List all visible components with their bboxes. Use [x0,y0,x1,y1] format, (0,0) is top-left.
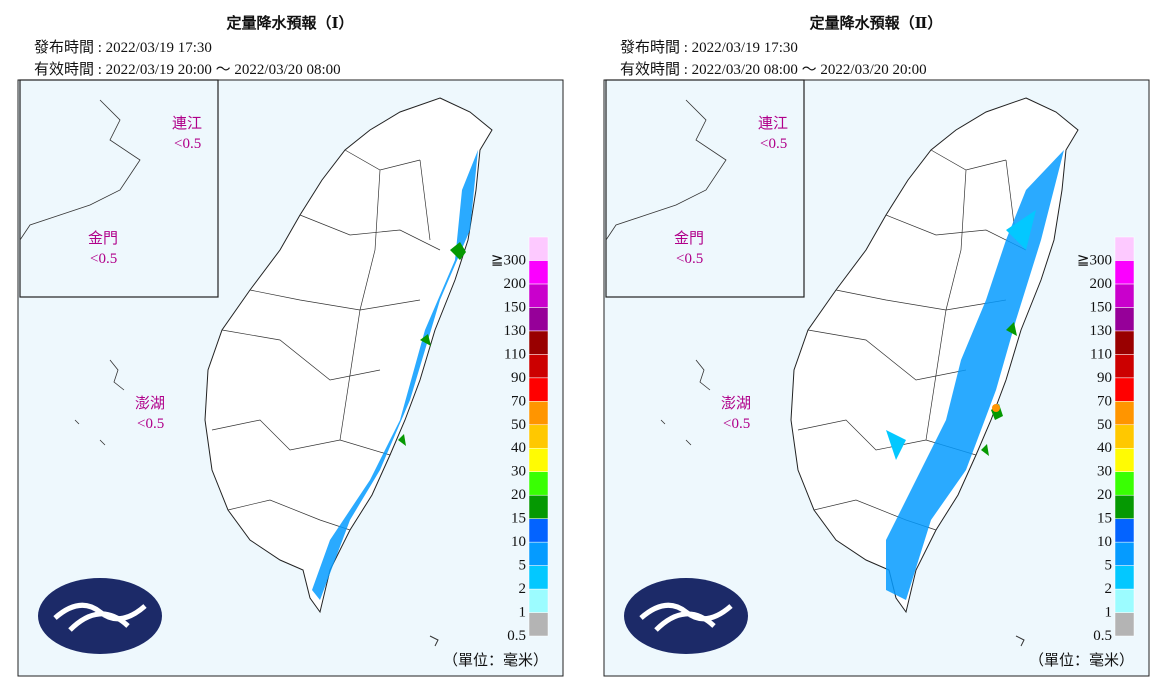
legend-swatch [528,447,549,472]
legend-swatch [1114,612,1135,637]
legend-label: 2 [1105,581,1113,597]
legend-swatch [528,330,549,355]
legend-label: 15 [1097,511,1112,527]
legend-label: 150 [1090,299,1113,315]
legend-label: 70 [1097,393,1112,409]
legend-label: 5 [1105,558,1113,574]
legend-label: 50 [511,417,526,433]
legend-swatch [1114,424,1135,449]
legend-swatch [528,236,549,261]
legend-swatch [528,424,549,449]
legend-swatch [528,471,549,496]
legend-label: 1 [519,605,527,621]
island-name: 連江 [172,115,202,132]
legend-swatch [528,565,549,590]
island-name: 連江 [758,115,788,132]
legend-swatch [528,354,549,379]
island-value: <0.5 [90,251,117,267]
legend-swatch [1114,354,1135,379]
legend-label: 130 [1090,323,1113,339]
legend-label: 150 [504,299,527,315]
island-name: 金門 [88,230,118,247]
legend-label: 110 [504,346,526,362]
legend-swatch [1114,471,1135,496]
legend-swatch [528,541,549,566]
legend-label: 200 [1090,276,1113,292]
legend-swatch [1114,518,1135,543]
legend-swatch [528,283,549,308]
legend-swatch [528,518,549,543]
legend-label: 40 [511,440,526,456]
legend-swatch [528,377,549,402]
legend-label: ≧300 [1077,252,1112,268]
legend-swatch [1114,447,1135,472]
valid-time: 有效時間 : 2022/03/20 08:00 ～ 2022/03/20 20:… [620,61,927,78]
legend-label: 40 [1097,440,1112,456]
legend-label: 70 [511,393,526,409]
legend-swatch [528,494,549,519]
legend-swatch [1114,377,1135,402]
legend-label: 30 [511,464,526,480]
legend-label: 1 [1105,605,1113,621]
island-name: 澎湖 [721,395,751,412]
island-value: <0.5 [137,416,164,432]
panel: 定量降水預報（Ⅰ） 發布時間 : 2022/03/19 17:30 有效時間 : 2… [18,14,563,676]
legend-swatch [1114,236,1135,261]
unit: （單位：毫米） [443,651,548,669]
legend-label: 90 [511,370,526,386]
island-value: <0.5 [723,416,750,432]
legend-swatch [528,307,549,332]
legend-swatch [1114,260,1135,285]
issued-time: 發布時間 : 2022/03/19 17:30 [34,39,212,56]
legend-swatch [528,401,549,426]
island-value: <0.5 [760,136,787,152]
valid-time: 有效時間 : 2022/03/19 20:00 ～ 2022/03/20 08:… [34,61,341,78]
legend-swatch [1114,541,1135,566]
island-name: 金門 [674,230,704,247]
legend-label: 15 [511,511,526,527]
legend-label: 2 [519,581,527,597]
legend-swatch [528,588,549,613]
panel: 定量降水預報（Ⅱ） 發布時間 : 2022/03/19 17:30 有效時間 : 2… [604,14,1149,676]
legend-swatch [1114,565,1135,590]
island-value: <0.5 [676,251,703,267]
island-name: 澎湖 [135,395,165,412]
legend-label: 5 [519,558,527,574]
legend-swatch [1114,330,1135,355]
legend-label: 10 [1097,534,1112,550]
legend-label: 20 [511,487,526,503]
legend-label: 30 [1097,464,1112,480]
legend-label: 50 [1097,417,1112,433]
legend-label: 20 [1097,487,1112,503]
legend-label: 200 [504,276,527,292]
legend-swatch [1114,588,1135,613]
title: 定量降水預報（Ⅱ） [810,14,943,32]
legend-label: 10 [511,534,526,550]
legend-swatch [1114,283,1135,308]
legend-swatch [528,260,549,285]
legend-label: 130 [504,323,527,339]
island-value: <0.5 [174,136,201,152]
legend-swatch [1114,401,1135,426]
legend-label: 0.5 [507,628,526,644]
legend-swatch [528,612,549,637]
legend-label: 0.5 [1093,628,1112,644]
issued-time: 發布時間 : 2022/03/19 17:30 [620,39,798,56]
legend-swatch [1114,494,1135,519]
legend-label: 110 [1090,346,1112,362]
legend-label: 90 [1097,370,1112,386]
title: 定量降水預報（Ⅰ） [226,14,353,32]
legend-label: ≧300 [491,252,526,268]
legend-swatch [1114,307,1135,332]
unit: （單位：毫米） [1029,651,1134,669]
